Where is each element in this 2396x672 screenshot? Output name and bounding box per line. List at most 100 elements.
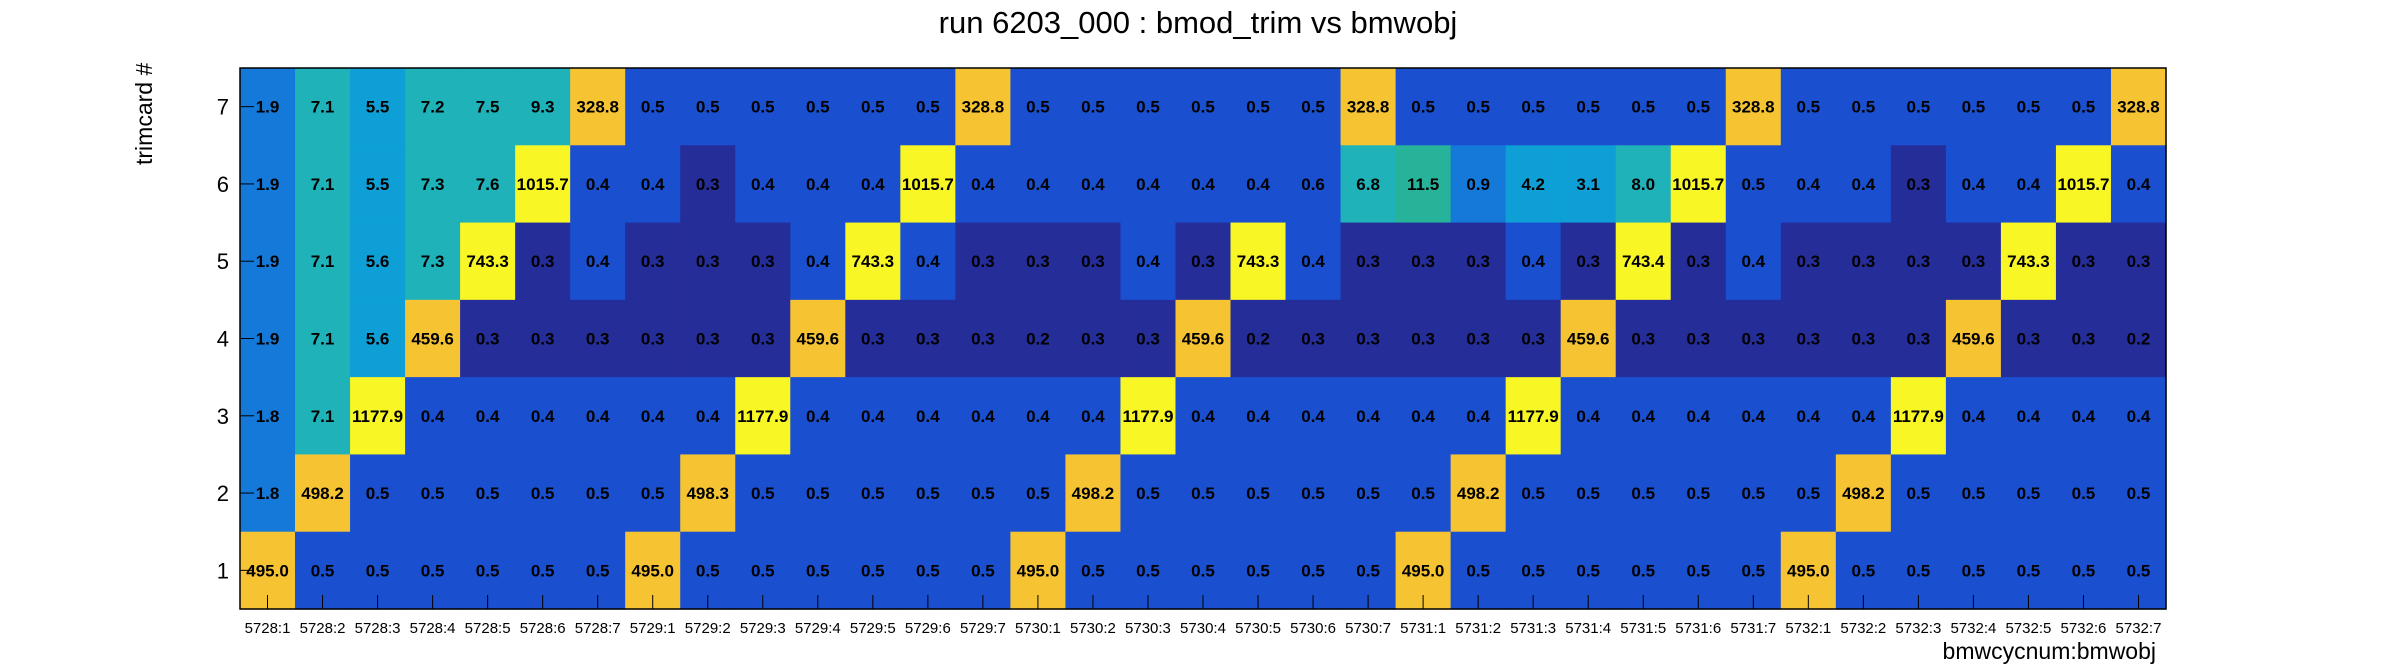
- cell-value-label: 498.2: [301, 484, 344, 503]
- cell-value-label: 0.3: [696, 175, 720, 194]
- heatmap-cell: [1780, 145, 1837, 224]
- heatmap-cell: [295, 145, 351, 224]
- cell-value-label: 8.0: [1631, 175, 1655, 194]
- cell-value-label: 0.5: [1246, 561, 1270, 580]
- cell-value-label: 1015.7: [1672, 175, 1724, 194]
- cell-value-label: 0.5: [1576, 484, 1600, 503]
- cell-value-label: 0.3: [751, 252, 775, 271]
- cell-value-label: 0.5: [1356, 484, 1380, 503]
- cell-value-label: 1177.9: [1893, 407, 1944, 426]
- cell-value-label: 0.4: [1962, 407, 1986, 426]
- heatmap-cell: [1615, 145, 1672, 224]
- x-tick-label: 5730:7: [1345, 620, 1391, 637]
- cell-value-label: 9.3: [531, 98, 555, 117]
- heatmap-cell: [1945, 299, 2002, 378]
- heatmap-cell: [1725, 377, 1782, 456]
- cell-value-label: 5.5: [366, 98, 390, 117]
- cell-value-label: 0.4: [1191, 407, 1215, 426]
- heatmap-cell: [790, 299, 846, 378]
- cell-value-label: 0.6: [1301, 175, 1325, 194]
- heatmap-cell: [845, 222, 901, 301]
- cell-value-label: 0.4: [1301, 252, 1325, 271]
- heatmap-cell: [1450, 299, 1507, 378]
- heatmap-cell: [1340, 145, 1397, 224]
- heatmap-cell: [1835, 377, 1892, 456]
- heatmap-cell: [955, 377, 1011, 456]
- cell-value-label: 5.5: [366, 175, 390, 194]
- cell-value-label: 0.3: [1026, 252, 1050, 271]
- x-tick-label: 5730:3: [1125, 620, 1171, 637]
- cell-value-label: 0.3: [531, 330, 555, 349]
- heatmap-cell: [460, 377, 516, 456]
- cell-value-label: 0.3: [1907, 330, 1931, 349]
- heatmap-value-labels: 1.9 7.1 5.5 7.2 7.5 9.3 328.8 0.5 0.5 0.5 0.5 0.5 0.…: [246, 98, 2160, 581]
- heatmap-cell: [570, 222, 626, 301]
- cell-value-label: 743.3: [852, 252, 895, 271]
- heatmap-cell: [2110, 377, 2167, 456]
- heatmap-cell: [405, 222, 461, 301]
- cell-value-label: 0.5: [1686, 98, 1710, 117]
- cell-value-label: 0.5: [751, 98, 775, 117]
- cell-value-label: 0.4: [1301, 407, 1325, 426]
- heatmap-cell: [790, 68, 846, 146]
- heatmap-cell: [1285, 145, 1342, 224]
- cell-value-label: 0.5: [476, 484, 500, 503]
- heatmap-cell: [2110, 222, 2167, 301]
- cell-value-label: 0.3: [531, 252, 555, 271]
- cell-value-label: 0.4: [1466, 407, 1490, 426]
- cell-value-label: 0.4: [861, 175, 885, 194]
- cell-value-label: 0.5: [586, 561, 610, 580]
- cell-value-label: 0.5: [2072, 561, 2096, 580]
- cell-value-label: 0.4: [751, 175, 775, 194]
- heatmap-cell: [1945, 68, 2002, 146]
- x-tick-label: 5732:4: [1950, 620, 1996, 637]
- heatmap-cell: [1340, 377, 1397, 456]
- cell-value-label: 0.4: [476, 407, 500, 426]
- x-tick-label: 5729:4: [795, 620, 841, 637]
- heatmap-cell: [845, 68, 901, 146]
- cell-value-label: 0.5: [861, 484, 885, 503]
- heatmap-cell: [2000, 299, 2057, 378]
- cell-value-label: 0.5: [1796, 98, 1820, 117]
- heatmap-cell: [955, 222, 1011, 301]
- heatmap-cell: [1725, 68, 1782, 146]
- heatmap-cell: [680, 454, 736, 533]
- heatmap-cell: [1835, 145, 1892, 224]
- heatmap-cell: [1945, 377, 2002, 456]
- x-tick-label: 5731:3: [1510, 620, 1556, 637]
- cell-value-label: 0.5: [366, 561, 390, 580]
- cell-value-label: 0.4: [916, 407, 940, 426]
- cell-value-label: 0.4: [531, 407, 555, 426]
- heatmap-cell: [2000, 222, 2057, 301]
- cell-value-label: 0.5: [1466, 561, 1490, 580]
- cell-value-label: 0.4: [1686, 407, 1710, 426]
- heatmap-cells: [240, 68, 2167, 610]
- cell-value-label: 0.4: [1631, 407, 1655, 426]
- cell-value-label: 0.4: [2017, 407, 2041, 426]
- heatmap-cell: [1560, 299, 1617, 378]
- cell-value-label: 0.3: [2017, 330, 2041, 349]
- x-tick-label: 5731:5: [1620, 620, 1666, 637]
- heatmap-cell: [2055, 222, 2112, 301]
- heatmap-cell: [1230, 145, 1287, 224]
- heatmap-cell: [1725, 145, 1782, 224]
- heatmap-cell: [1230, 68, 1287, 146]
- cell-value-label: 0.4: [641, 175, 665, 194]
- cell-value-label: 459.6: [411, 330, 454, 349]
- heatmap-cell: [900, 145, 956, 224]
- cell-value-label: 0.4: [1576, 407, 1600, 426]
- heatmap-cell: [1560, 222, 1617, 301]
- heatmap-cell: [1780, 68, 1837, 146]
- heatmap-cell: [625, 68, 681, 146]
- cell-value-label: 0.5: [2017, 484, 2041, 503]
- cell-value-label: 0.4: [1136, 175, 1160, 194]
- x-tick-label: 5729:6: [905, 620, 951, 637]
- heatmap-cell: [735, 299, 791, 378]
- x-tick-label: 5732:3: [1895, 620, 1941, 637]
- heatmap-cell: [1175, 299, 1232, 378]
- x-tick-label: 5729:1: [630, 620, 676, 637]
- x-tick-label: 5728:2: [300, 620, 346, 637]
- cell-value-label: 7.2: [421, 98, 445, 117]
- cell-value-label: 743.3: [466, 252, 509, 271]
